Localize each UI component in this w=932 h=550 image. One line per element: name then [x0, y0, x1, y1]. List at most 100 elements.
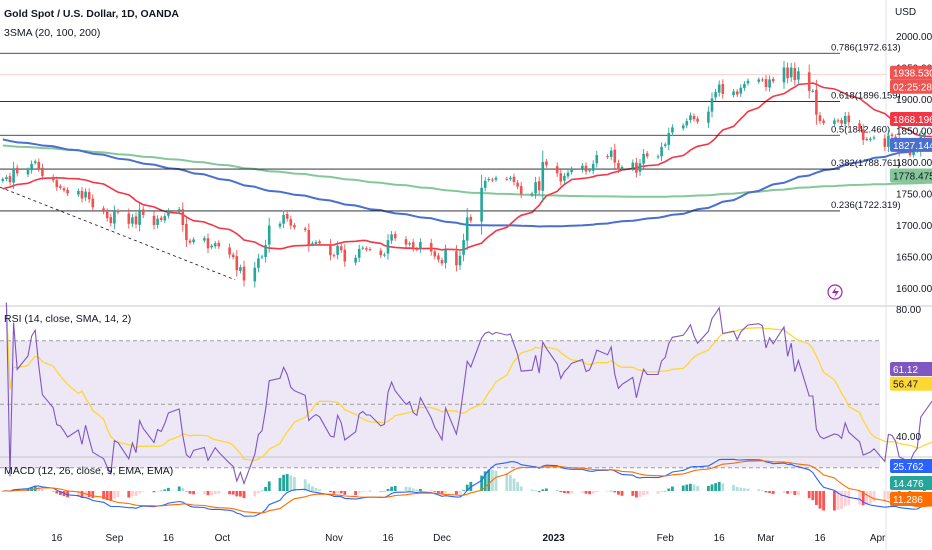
candle-body [768, 79, 771, 88]
date-tick-label: Dec [433, 533, 451, 544]
candle-body [833, 120, 836, 124]
price-tick-label: 1700.000 [896, 221, 932, 232]
candle-body [512, 176, 516, 183]
candle-body [365, 248, 368, 250]
candle-body [33, 161, 37, 163]
candle-body [563, 175, 566, 181]
macd-hist-bar [228, 491, 231, 495]
macd-hist-bar [638, 491, 642, 497]
macd-hist-bar [656, 491, 660, 494]
macd-hist-bar [480, 475, 483, 491]
candle-body [332, 255, 336, 257]
candle-body [541, 162, 545, 191]
candle-body [386, 240, 390, 254]
sma100-line [2, 138, 932, 228]
candle-body [858, 123, 861, 130]
macd-hist-bar [163, 489, 167, 491]
candle-body [786, 67, 789, 79]
candle-body [836, 120, 840, 122]
candle-body [519, 186, 523, 195]
sma200-line [2, 144, 932, 198]
macd-hist-bar [242, 491, 246, 499]
candle-body [131, 217, 134, 224]
macd-hist-bar [390, 486, 393, 491]
date-tick-label: 16 [163, 533, 175, 544]
macd-hist-bar [404, 486, 408, 491]
macd-hist-bar [717, 481, 721, 491]
candle-body [581, 165, 584, 170]
macd-hist-bar [591, 491, 595, 494]
candle-body [660, 146, 663, 157]
date-tick-label: Feb [657, 533, 675, 544]
macd-hist-bar [545, 488, 548, 491]
macd-hist-bar [231, 491, 235, 495]
macd-hist-bar [534, 490, 537, 491]
candle-body [584, 165, 588, 172]
ma-price-badge [890, 137, 932, 152]
macd-hist-bar [156, 491, 159, 492]
macd-hist-bar [833, 491, 836, 511]
candle-body [239, 267, 242, 271]
candle-body [818, 115, 822, 122]
candle-body [167, 211, 170, 216]
candle-body [811, 90, 815, 92]
macd-hist-bar [645, 491, 649, 495]
macd-hist-bar [77, 491, 80, 498]
macd-hist-bar [487, 469, 491, 491]
candle-body [908, 152, 912, 156]
candle-body [390, 234, 393, 241]
macd-hist-bar [408, 487, 411, 491]
candle-body [732, 91, 735, 95]
fib-label: 0.5(1842.460) [831, 124, 890, 135]
candle-body [217, 242, 221, 247]
study-legend: 3SMA (20, 100, 200) [4, 27, 101, 39]
candle-body [253, 267, 257, 282]
macd-hist-bar [887, 491, 890, 500]
macd-hist-bar [437, 491, 440, 494]
candle-body [570, 168, 573, 173]
candle-body [181, 209, 185, 225]
candle-body [87, 192, 91, 200]
macd-hist-bar [235, 491, 239, 497]
candle-body [534, 182, 537, 194]
rsi-legend: RSI (14, close, SMA, 14, 2) [4, 313, 132, 325]
candle-body [15, 167, 19, 174]
candle-body [411, 242, 415, 249]
candle-body [437, 255, 440, 260]
candle-body [444, 250, 447, 263]
macd-hist-bar [91, 491, 95, 499]
macd-hist-bar [167, 487, 170, 491]
candle-body [491, 179, 494, 181]
macd-hist-bar [588, 491, 591, 495]
candle-body [458, 255, 462, 266]
candle-body [41, 167, 44, 176]
candle-body [116, 210, 120, 213]
macd-hist-bar [51, 491, 55, 492]
macd-hist-bar [458, 491, 462, 494]
candle-body [559, 173, 563, 182]
macd-hist-bar [555, 489, 559, 491]
macd-hist-bar [419, 488, 422, 491]
candle-body [102, 208, 105, 212]
macd-hist-bar [260, 490, 264, 492]
candle-body [782, 67, 786, 83]
macd-hist-bar [185, 491, 188, 492]
date-tick-label: 2023 [542, 533, 565, 544]
date-tick-label: 16 [814, 533, 826, 544]
candle-body [656, 156, 660, 158]
price-tick-label: 1750.000 [896, 190, 932, 201]
candle-body [242, 266, 246, 281]
fib-label: 0.382(1788.761) [831, 158, 901, 169]
candle-body [307, 230, 311, 246]
rsi-badge-text: 56.47 [893, 380, 918, 391]
candle-body [379, 250, 383, 256]
macd-hist-bar [566, 491, 570, 494]
candle-body [62, 188, 66, 191]
macd-hist-bar [667, 488, 671, 491]
macd-hist-bar [116, 491, 120, 498]
macd-hist-bar [764, 491, 768, 493]
candle-body [757, 79, 761, 82]
price-tick-label: 1800.000 [896, 158, 932, 169]
candle-body [59, 186, 62, 188]
